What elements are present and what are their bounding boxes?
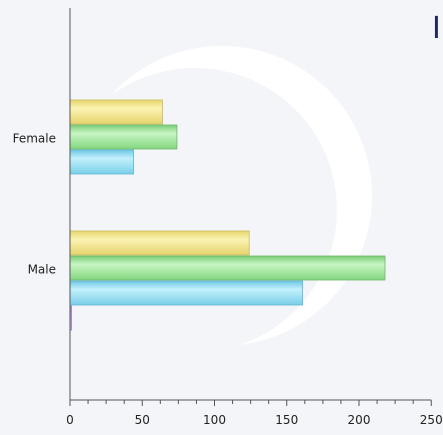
bar-male-series-2 [69, 255, 386, 281]
x-tick-label-50: 50 [135, 413, 150, 427]
category-label-female: Female [13, 132, 56, 146]
plot-area: Female Male 0 50 100 150 200 250 [13, 8, 443, 427]
chart-title-fragment: I [432, 11, 441, 46]
x-tick-label-150: 150 [275, 413, 298, 427]
bar-female-series-3 [69, 149, 134, 175]
bar-female-series-1 [69, 99, 163, 125]
bar-male-series-3 [69, 280, 304, 306]
x-tick-label-200: 200 [348, 413, 371, 427]
bar-female-series-2 [69, 124, 178, 150]
x-tick-label-0: 0 [66, 413, 74, 427]
category-label-male: Male [28, 263, 56, 277]
x-tick-label-100: 100 [203, 413, 226, 427]
bar-male-series-1 [69, 230, 250, 256]
x-tick-label-250: 250 [420, 413, 443, 427]
